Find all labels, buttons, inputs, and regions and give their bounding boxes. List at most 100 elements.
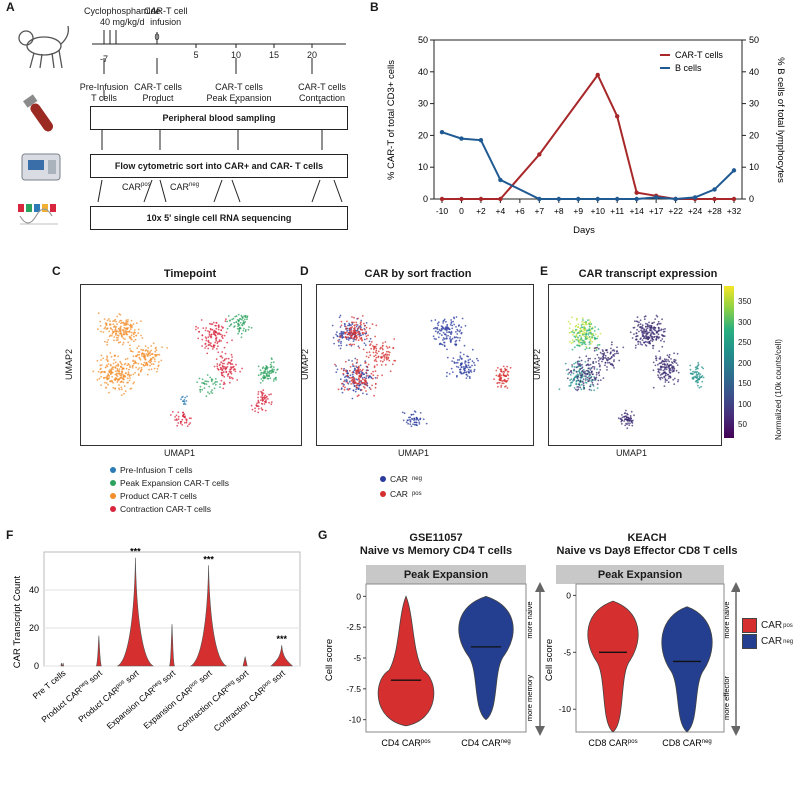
- umap-point: [246, 316, 249, 319]
- x-tick-label: +24: [688, 206, 703, 216]
- umap-point: [128, 363, 130, 366]
- umap-point: [614, 353, 616, 355]
- umap-point: [104, 326, 107, 329]
- chart-g2: Cell score 0-5-10 CD8 CARpos CD8 CARneg m…: [544, 582, 740, 748]
- umap-point: [260, 372, 262, 374]
- umap-point: [583, 321, 585, 324]
- umap-point: [217, 324, 220, 326]
- umap-point: [216, 363, 219, 365]
- umap-point: [649, 342, 651, 345]
- umap-point: [643, 331, 646, 333]
- umap-point: [100, 354, 103, 357]
- umap-point: [230, 353, 233, 356]
- umap-point: [225, 318, 227, 320]
- umap-point: [445, 320, 447, 323]
- umap-point: [106, 355, 108, 358]
- data-point: [634, 190, 639, 195]
- umap-point: [495, 369, 498, 372]
- umap-point: [662, 335, 665, 338]
- umap-point: [571, 365, 574, 368]
- umap-point: [125, 367, 128, 370]
- umap-point: [237, 313, 240, 316]
- car-pos-label: CARpos: [122, 182, 151, 192]
- umap-point: [183, 413, 186, 415]
- umap-point: [112, 320, 114, 323]
- umap-point: [349, 377, 352, 379]
- umap-point: [204, 342, 207, 345]
- umap-point: [122, 378, 125, 381]
- umap-point: [110, 355, 113, 358]
- umap-point: [595, 361, 597, 363]
- umap-point: [345, 336, 347, 339]
- umap-point: [368, 351, 371, 354]
- violin-body: [96, 635, 102, 667]
- umap-point: [226, 320, 229, 323]
- umap-point: [589, 385, 591, 388]
- umap-point: [205, 339, 208, 342]
- umap-point: [588, 388, 591, 391]
- umap-point: [585, 345, 588, 348]
- umap-point: [254, 407, 256, 410]
- umap-point: [266, 365, 268, 368]
- umap-point: [119, 365, 122, 368]
- umap-point: [588, 347, 591, 350]
- umap-point: [372, 370, 374, 373]
- umap-point: [604, 357, 607, 359]
- umap-point: [463, 344, 466, 347]
- umap-point: [374, 383, 377, 385]
- umap-point: [257, 391, 260, 393]
- umap-point: [676, 352, 679, 355]
- umap-point: [137, 373, 140, 375]
- umap-point: [592, 373, 594, 375]
- umap-point: [221, 362, 224, 365]
- umap-point: [374, 386, 377, 389]
- umap-point: [645, 340, 647, 343]
- umap-point: [119, 376, 122, 379]
- umap-point: [697, 361, 700, 364]
- umap-point: [344, 376, 346, 379]
- umap-point: [445, 337, 447, 340]
- umap-point: [157, 365, 160, 368]
- umap-point: [112, 381, 114, 384]
- umap-point: [502, 365, 505, 368]
- umap-point: [361, 369, 363, 372]
- umap-point: [233, 325, 236, 328]
- umap-point: [113, 339, 115, 342]
- umap-point: [367, 374, 369, 377]
- umap-point: [115, 320, 117, 323]
- umap-point: [113, 354, 116, 357]
- data-point: [731, 196, 737, 202]
- umap-point: [504, 379, 507, 382]
- umap-point: [568, 331, 571, 334]
- umap-point: [493, 378, 495, 381]
- umap-point: [632, 326, 635, 329]
- umap-point: [351, 381, 354, 383]
- umap-point: [143, 357, 146, 360]
- umap-point: [366, 369, 369, 372]
- umap-point: [569, 379, 571, 382]
- umap-point: [212, 321, 215, 324]
- umap-point: [381, 352, 383, 355]
- umap-point: [223, 375, 226, 378]
- umap-point: [669, 369, 672, 372]
- umap-point: [638, 321, 640, 324]
- umap-point: [134, 371, 136, 374]
- umap-point: [182, 414, 185, 417]
- umap-point: [668, 364, 671, 366]
- umap-point: [589, 369, 592, 371]
- umap-point: [351, 379, 354, 381]
- umap-point: [352, 371, 355, 374]
- umap-point: [382, 342, 384, 344]
- umap-point: [341, 337, 344, 339]
- umap-point: [229, 366, 232, 369]
- umap-point: [358, 383, 361, 386]
- umap-point: [507, 374, 510, 377]
- umap-point: [461, 357, 463, 360]
- umap-point: [215, 336, 218, 339]
- umap-point: [179, 420, 182, 423]
- umap-point: [197, 327, 199, 329]
- data-point: [692, 195, 698, 200]
- umap-point: [104, 340, 106, 343]
- umap-point: [215, 338, 218, 340]
- umap-point: [124, 372, 127, 375]
